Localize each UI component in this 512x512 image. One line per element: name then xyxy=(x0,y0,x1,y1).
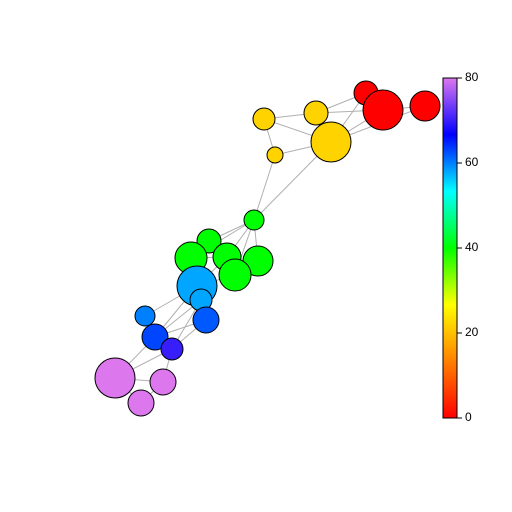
node xyxy=(94,357,136,399)
node xyxy=(266,146,284,164)
colorbar-tick-label: 60 xyxy=(465,155,479,169)
node xyxy=(192,306,220,334)
colorbar-tick-label: 80 xyxy=(465,70,479,84)
node xyxy=(141,323,169,351)
node xyxy=(252,107,276,131)
edge xyxy=(253,154,276,221)
node xyxy=(362,89,404,131)
node xyxy=(127,389,155,417)
colorbar-tick-label: 40 xyxy=(465,240,479,254)
colorbar xyxy=(442,77,458,419)
colorbar-tick-label: 0 xyxy=(465,410,472,424)
node xyxy=(134,305,156,327)
node xyxy=(310,121,352,163)
node xyxy=(303,100,329,126)
node xyxy=(409,90,441,122)
node xyxy=(218,258,252,292)
node xyxy=(243,209,265,231)
colorbar-tick-label: 20 xyxy=(465,325,479,339)
node xyxy=(149,368,177,396)
node xyxy=(160,337,184,361)
